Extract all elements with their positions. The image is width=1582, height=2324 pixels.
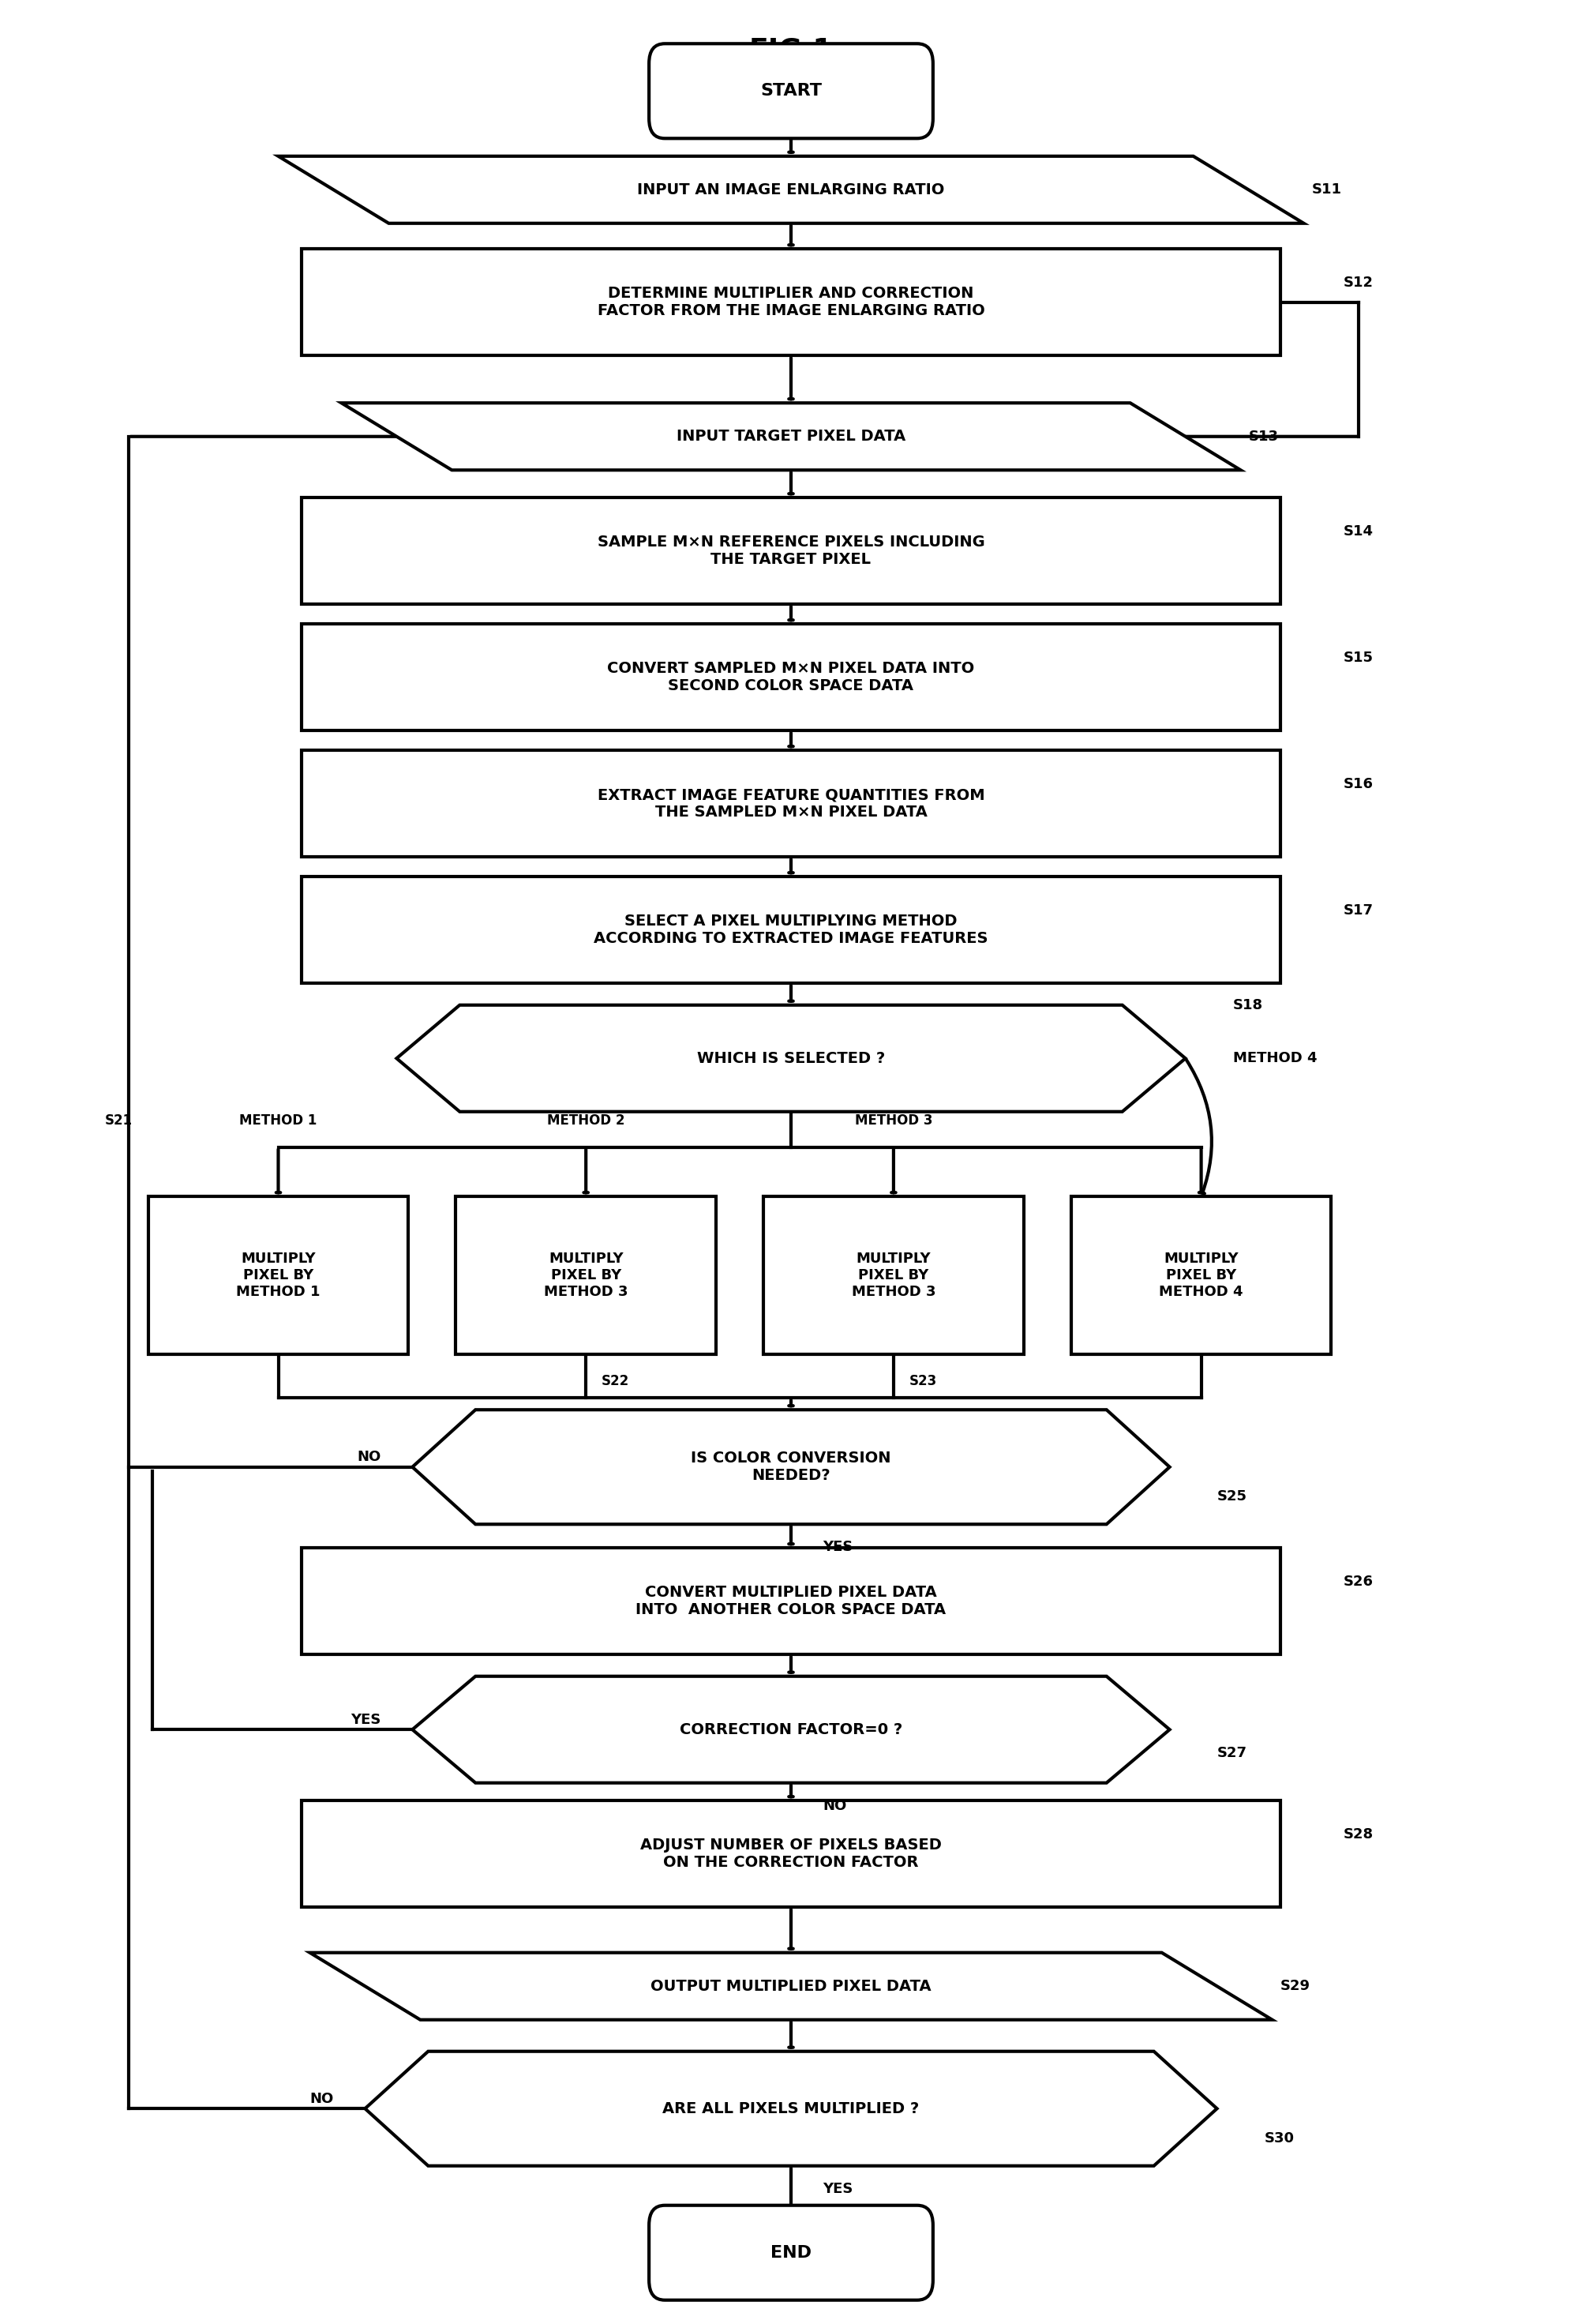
Bar [302, 625, 1280, 730]
Polygon shape [310, 1952, 1272, 2020]
Text: MULTIPLY
PIXEL BY
METHOD 4: MULTIPLY PIXEL BY METHOD 4 [1160, 1253, 1243, 1299]
Text: NO: NO [823, 1799, 846, 1813]
Bar [302, 1801, 1280, 1908]
Polygon shape [397, 1004, 1185, 1111]
Text: YES: YES [351, 1713, 381, 1727]
Text: END: END [770, 2245, 812, 2261]
Polygon shape [342, 402, 1240, 469]
Polygon shape [413, 1676, 1169, 1783]
Text: OUTPUT MULTIPLIED PIXEL DATA: OUTPUT MULTIPLIED PIXEL DATA [650, 1978, 932, 1994]
Text: S26: S26 [1343, 1573, 1373, 1590]
Text: S22: S22 [601, 1373, 630, 1387]
Text: MULTIPLY
PIXEL BY
METHOD 3: MULTIPLY PIXEL BY METHOD 3 [544, 1253, 628, 1299]
Bar [302, 1548, 1280, 1655]
Text: SAMPLE M×N REFERENCE PIXELS INCLUDING
THE TARGET PIXEL: SAMPLE M×N REFERENCE PIXELS INCLUDING TH… [598, 535, 984, 567]
Text: CORRECTION FACTOR=0 ?: CORRECTION FACTOR=0 ? [680, 1722, 902, 1736]
Text: S15: S15 [1343, 651, 1373, 665]
Text: YES: YES [823, 1541, 853, 1555]
Bar [302, 876, 1280, 983]
Text: ARE ALL PIXELS MULTIPLIED ?: ARE ALL PIXELS MULTIPLIED ? [663, 2101, 919, 2117]
Text: S18: S18 [1232, 997, 1262, 1013]
Text: S30: S30 [1264, 2131, 1294, 2145]
Text: ADJUST NUMBER OF PIXELS BASED
ON THE CORRECTION FACTOR: ADJUST NUMBER OF PIXELS BASED ON THE COR… [641, 1838, 941, 1871]
Text: METHOD 3: METHOD 3 [854, 1113, 932, 1127]
Text: S14: S14 [1343, 525, 1373, 539]
Text: EXTRACT IMAGE FEATURE QUANTITIES FROM
THE SAMPLED M×N PIXEL DATA: EXTRACT IMAGE FEATURE QUANTITIES FROM TH… [598, 788, 984, 820]
Text: NO: NO [310, 2092, 334, 2106]
Text: IS COLOR CONVERSION
NEEDED?: IS COLOR CONVERSION NEEDED? [691, 1450, 891, 1483]
Text: S17: S17 [1343, 904, 1373, 918]
Text: MULTIPLY
PIXEL BY
METHOD 3: MULTIPLY PIXEL BY METHOD 3 [851, 1253, 935, 1299]
Polygon shape [365, 2052, 1217, 2166]
Text: S21: S21 [104, 1113, 133, 1127]
Text: FIG.1: FIG.1 [748, 37, 834, 63]
Text: METHOD 2: METHOD 2 [547, 1113, 625, 1127]
Text: S16: S16 [1343, 776, 1373, 790]
Text: S13: S13 [1248, 430, 1278, 444]
Bar [764, 1197, 1024, 1355]
Text: S27: S27 [1217, 1745, 1247, 1759]
Bar [302, 497, 1280, 604]
Text: S25: S25 [1217, 1490, 1247, 1504]
Text: S28: S28 [1343, 1827, 1373, 1841]
Bar [1071, 1197, 1332, 1355]
Text: S23: S23 [910, 1373, 937, 1387]
Text: METHOD 1: METHOD 1 [239, 1113, 316, 1127]
Bar [149, 1197, 408, 1355]
Text: S12: S12 [1343, 277, 1373, 290]
Text: MULTIPLY
PIXEL BY
METHOD 1: MULTIPLY PIXEL BY METHOD 1 [236, 1253, 320, 1299]
Text: NO: NO [358, 1450, 381, 1464]
FancyBboxPatch shape [649, 44, 933, 139]
Text: SELECT A PIXEL MULTIPLYING METHOD
ACCORDING TO EXTRACTED IMAGE FEATURES: SELECT A PIXEL MULTIPLYING METHOD ACCORD… [593, 913, 989, 946]
Text: INPUT TARGET PIXEL DATA: INPUT TARGET PIXEL DATA [677, 430, 905, 444]
Text: YES: YES [823, 2182, 853, 2196]
Bar [302, 751, 1280, 858]
Text: CONVERT MULTIPLIED PIXEL DATA
INTO  ANOTHER COLOR SPACE DATA: CONVERT MULTIPLIED PIXEL DATA INTO ANOTH… [636, 1585, 946, 1618]
Text: S11: S11 [1311, 184, 1342, 198]
Text: S29: S29 [1280, 1980, 1310, 1994]
Bar [302, 249, 1280, 356]
Polygon shape [278, 156, 1304, 223]
Text: START: START [761, 84, 821, 100]
FancyBboxPatch shape [649, 2205, 933, 2301]
Text: INPUT AN IMAGE ENLARGING RATIO: INPUT AN IMAGE ENLARGING RATIO [638, 181, 944, 198]
Polygon shape [413, 1411, 1169, 1525]
Text: METHOD 4: METHOD 4 [1232, 1050, 1316, 1064]
Text: WHICH IS SELECTED ?: WHICH IS SELECTED ? [698, 1050, 884, 1067]
Bar [456, 1197, 717, 1355]
Text: CONVERT SAMPLED M×N PIXEL DATA INTO
SECOND COLOR SPACE DATA: CONVERT SAMPLED M×N PIXEL DATA INTO SECO… [607, 660, 975, 693]
Text: DETERMINE MULTIPLIER AND CORRECTION
FACTOR FROM THE IMAGE ENLARGING RATIO: DETERMINE MULTIPLIER AND CORRECTION FACT… [598, 286, 984, 318]
